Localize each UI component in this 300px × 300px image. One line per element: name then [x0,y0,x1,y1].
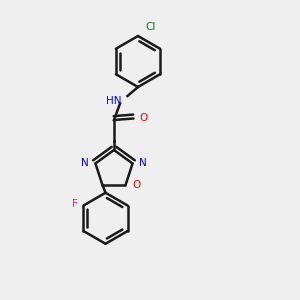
Text: HN: HN [106,95,122,106]
Text: O: O [132,180,140,190]
Text: Cl: Cl [146,22,156,32]
Text: N: N [139,158,147,169]
Text: N: N [81,158,89,169]
Text: F: F [72,199,77,209]
Text: O: O [139,113,147,124]
